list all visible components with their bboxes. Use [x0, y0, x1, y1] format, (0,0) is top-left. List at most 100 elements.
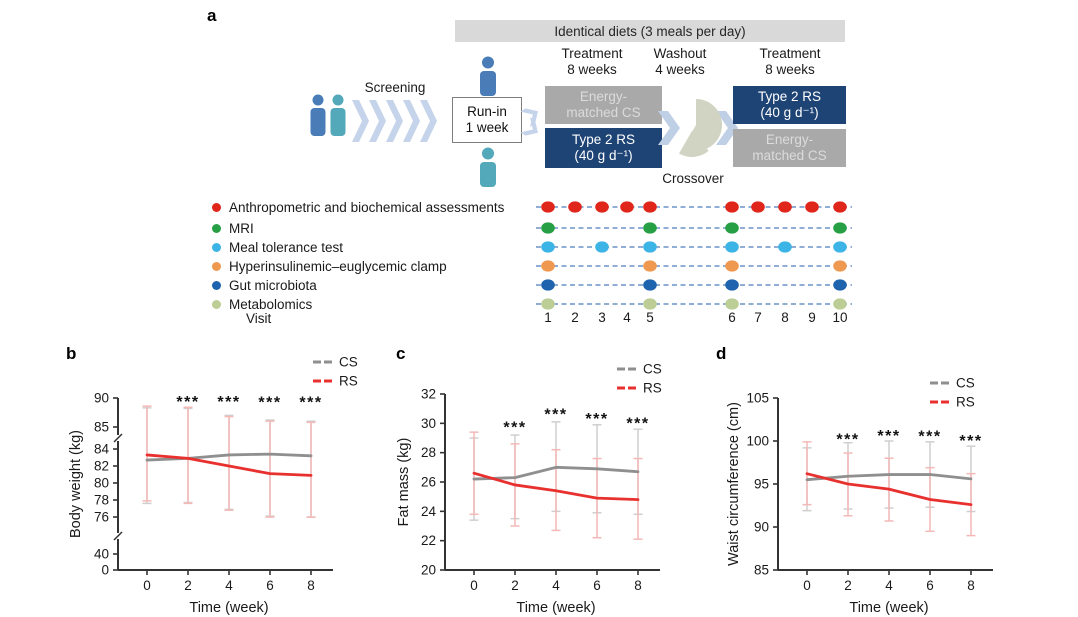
significance-marker: ***	[836, 431, 859, 448]
y-tick-label: 78	[94, 493, 109, 508]
assessment-label: Metabolomics	[229, 296, 313, 312]
assessment-row: MRI	[212, 220, 254, 236]
y-tick-label: 40	[94, 547, 109, 562]
x-tick-label: 8	[967, 578, 975, 593]
legend-label: CS	[956, 376, 975, 391]
significance-marker: ***	[299, 395, 322, 412]
runin-box: Run-in 1 week	[452, 97, 522, 143]
x-tick-label: 6	[266, 578, 274, 593]
panel-c-letter: c	[396, 344, 406, 363]
visit-number: 8	[781, 310, 789, 325]
y-tick-label: 32	[421, 387, 436, 402]
assessment-bullet-icon	[212, 299, 221, 309]
assessment-dot	[568, 201, 582, 213]
panel-b-letter: b	[66, 344, 77, 363]
screening-arrow-chevrons	[352, 100, 437, 142]
crossover-label: Crossover	[662, 171, 724, 186]
washout-pie-icon	[679, 98, 723, 157]
assessment-label: Hyperinsulinemic–euglycemic clamp	[229, 258, 447, 274]
screening-label: Screening	[364, 80, 426, 95]
y-tick-label: 30	[421, 416, 436, 431]
assessment-dot	[643, 241, 657, 253]
x-tick-label: 2	[511, 578, 519, 593]
y-tick-label: 85	[754, 563, 769, 578]
visit-label: Visit	[246, 311, 272, 326]
assessment-dot	[725, 260, 739, 272]
significance-marker: ***	[918, 429, 941, 446]
x-tick-label: 4	[552, 578, 560, 593]
phase-title: Washout	[653, 46, 707, 61]
assessment-dot	[833, 222, 847, 234]
legend-label: CS	[339, 355, 358, 370]
phase-duration: 8 weeks	[765, 62, 815, 77]
visit-timeline: 1 2 3 4 5 6 7 8 9 10	[536, 201, 852, 325]
assessment-dot	[833, 241, 847, 253]
x-tick-label: 6	[926, 578, 934, 593]
y-tick-label: 90	[94, 391, 109, 406]
y-tick-label: 80	[94, 476, 109, 491]
y-axis-title: Body weight (kg)	[68, 430, 84, 538]
visit-number: 4	[623, 310, 631, 325]
person-icon	[330, 94, 346, 136]
significance-marker: ***	[258, 395, 281, 412]
significance-marker: ***	[585, 411, 608, 428]
assessment-dot	[833, 260, 847, 272]
assessment-dot	[595, 241, 609, 253]
assessment-label: Gut microbiota	[229, 277, 317, 293]
y-tick-label: 82	[94, 459, 109, 474]
assessment-row: Metabolomics	[212, 296, 312, 312]
phase-title: Treatment	[759, 46, 821, 61]
x-tick-label: 0	[470, 578, 478, 593]
assessment-dot	[541, 241, 555, 253]
x-tick-label: 6	[593, 578, 601, 593]
x-axis-title: Time (week)	[189, 600, 268, 616]
assessment-dot	[643, 222, 657, 234]
assessment-dot	[620, 201, 634, 213]
x-tick-label: 0	[803, 578, 811, 593]
x-axis-title: Time (week)	[516, 600, 595, 616]
y-tick-label: 24	[421, 504, 437, 519]
y-tick-label: 90	[754, 520, 769, 535]
y-tick-label: 76	[94, 510, 109, 525]
armbox-type2-rs-2: Type 2 RS (40 g d⁻¹)	[733, 86, 846, 124]
visit-number: 7	[754, 310, 762, 325]
series-line-RS	[145, 453, 313, 477]
legend-label: RS	[339, 374, 358, 389]
armbox-type2-rs-1: Type 2 RS (40 g d⁻¹)	[545, 128, 662, 168]
participants-icon	[310, 94, 346, 136]
assessment-row: Meal tolerance test	[212, 239, 343, 255]
y-tick-label: 105	[746, 391, 769, 406]
armbox-energy-matched-cs-2: Energy- matched CS	[733, 129, 846, 167]
legend-label: RS	[956, 395, 975, 410]
phase-treatment-2: Treatment 8 weeks	[735, 46, 845, 78]
assessment-row: Anthropometric and biochemical assessmen…	[212, 199, 504, 215]
significance-marker: ***	[626, 415, 649, 432]
series-line-RS	[805, 472, 973, 507]
assessment-dot	[643, 201, 657, 213]
assessment-dot	[778, 241, 792, 253]
assessment-dot	[805, 201, 819, 213]
assessment-bullet-icon	[212, 202, 221, 212]
x-tick-label: 0	[143, 578, 151, 593]
visit-number: 1	[544, 310, 552, 325]
legend-label: RS	[643, 381, 662, 396]
significance-marker: ***	[176, 394, 199, 411]
assessment-dot	[725, 279, 739, 291]
y-tick-label: 100	[746, 434, 769, 449]
person-icon-arm2	[480, 147, 496, 187]
split-arrow-icon	[521, 108, 538, 136]
person-icon-arm1	[480, 56, 496, 96]
assessment-label: Anthropometric and biochemical assessmen…	[229, 199, 505, 215]
assessment-dot	[595, 201, 609, 213]
assessment-dot	[541, 201, 555, 213]
x-tick-label: 2	[844, 578, 852, 593]
assessment-bullet-icon	[212, 261, 221, 271]
assessment-row: Gut microbiota	[212, 277, 317, 293]
y-tick-label: 95	[754, 477, 769, 492]
axis-break-mark	[113, 433, 123, 443]
phase-washout: Washout 4 weeks	[625, 46, 735, 78]
series-line-CS	[805, 473, 973, 482]
series-line-RS	[472, 471, 640, 501]
